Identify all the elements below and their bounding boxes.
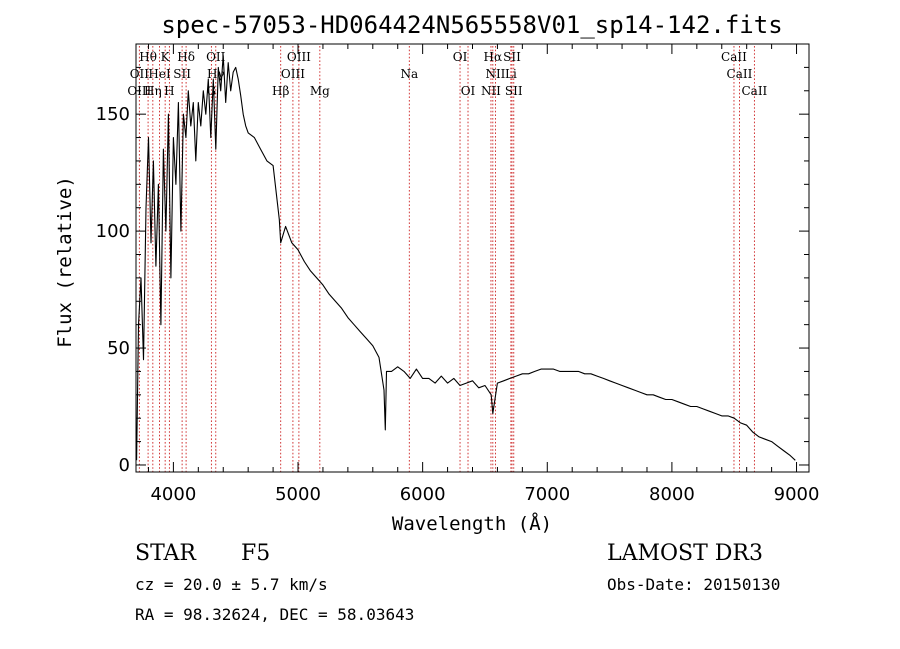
line-label: OI bbox=[461, 84, 476, 98]
line-label: OIII bbox=[281, 67, 305, 81]
line-label: NII bbox=[481, 84, 501, 98]
x-tick-label: 6000 bbox=[400, 484, 446, 505]
y-axis-label: Flux (relative) bbox=[54, 176, 76, 348]
line-label: CaII bbox=[721, 50, 747, 64]
line-label: Hβ bbox=[272, 84, 289, 98]
redshift-value: cz = 20.0 ± 5.7 km/s bbox=[135, 575, 328, 594]
line-label: HeI bbox=[148, 67, 171, 81]
line-label: NII bbox=[485, 67, 505, 81]
spectrum-line bbox=[136, 55, 796, 461]
y-tick-label: 50 bbox=[107, 338, 130, 359]
line-label: H bbox=[164, 84, 174, 98]
plot-frame bbox=[135, 43, 810, 473]
line-label: K bbox=[161, 50, 171, 64]
line-label: SII bbox=[505, 84, 523, 98]
x-tick-label: 9000 bbox=[774, 484, 820, 505]
x-tick-label: 5000 bbox=[275, 484, 321, 505]
spectral-line-markers bbox=[138, 46, 755, 472]
x-tick-label: 4000 bbox=[150, 484, 196, 505]
y-axis-ticks: 0 50 100 150 bbox=[96, 66, 809, 476]
line-label: Hα bbox=[484, 50, 503, 64]
x-axis-ticks: 4000 5000 6000 7000 8000 9000 bbox=[147, 44, 820, 505]
observation-date: Obs-Date: 20150130 bbox=[607, 575, 780, 594]
x-tick-label: 7000 bbox=[524, 484, 570, 505]
line-label: SII bbox=[503, 50, 521, 64]
x-axis-label: Wavelength (Å) bbox=[392, 512, 552, 535]
y-tick-label: 100 bbox=[96, 221, 130, 242]
chart-title: spec-57053-HD064424N565558V01_sp14-142.f… bbox=[161, 11, 782, 39]
line-label: OI bbox=[453, 50, 468, 64]
object-class: STAR bbox=[135, 541, 197, 566]
line-label: Li bbox=[505, 67, 517, 81]
line-label: Mg bbox=[310, 84, 330, 98]
line-label: Hη bbox=[144, 84, 162, 98]
line-label: OIII bbox=[287, 50, 311, 64]
y-tick-label: 150 bbox=[96, 104, 130, 125]
line-label: OII bbox=[206, 50, 226, 64]
line-label: Hθ bbox=[139, 50, 157, 64]
line-label: SII bbox=[173, 67, 191, 81]
line-label: Na bbox=[400, 67, 418, 81]
line-label: CaII bbox=[741, 84, 767, 98]
survey-name: LAMOST DR3 bbox=[607, 541, 763, 566]
line-label: Hγ bbox=[207, 67, 225, 81]
spectral-subclass: F5 bbox=[241, 541, 270, 566]
y-tick-label: 0 bbox=[119, 455, 130, 476]
line-label: Hδ bbox=[177, 50, 195, 64]
line-label: CaII bbox=[727, 67, 753, 81]
line-label: OII bbox=[130, 67, 150, 81]
sky-coordinates: RA = 98.32624, DEC = 58.03643 bbox=[135, 605, 414, 624]
line-label: G bbox=[207, 84, 217, 98]
x-tick-label: 8000 bbox=[649, 484, 695, 505]
